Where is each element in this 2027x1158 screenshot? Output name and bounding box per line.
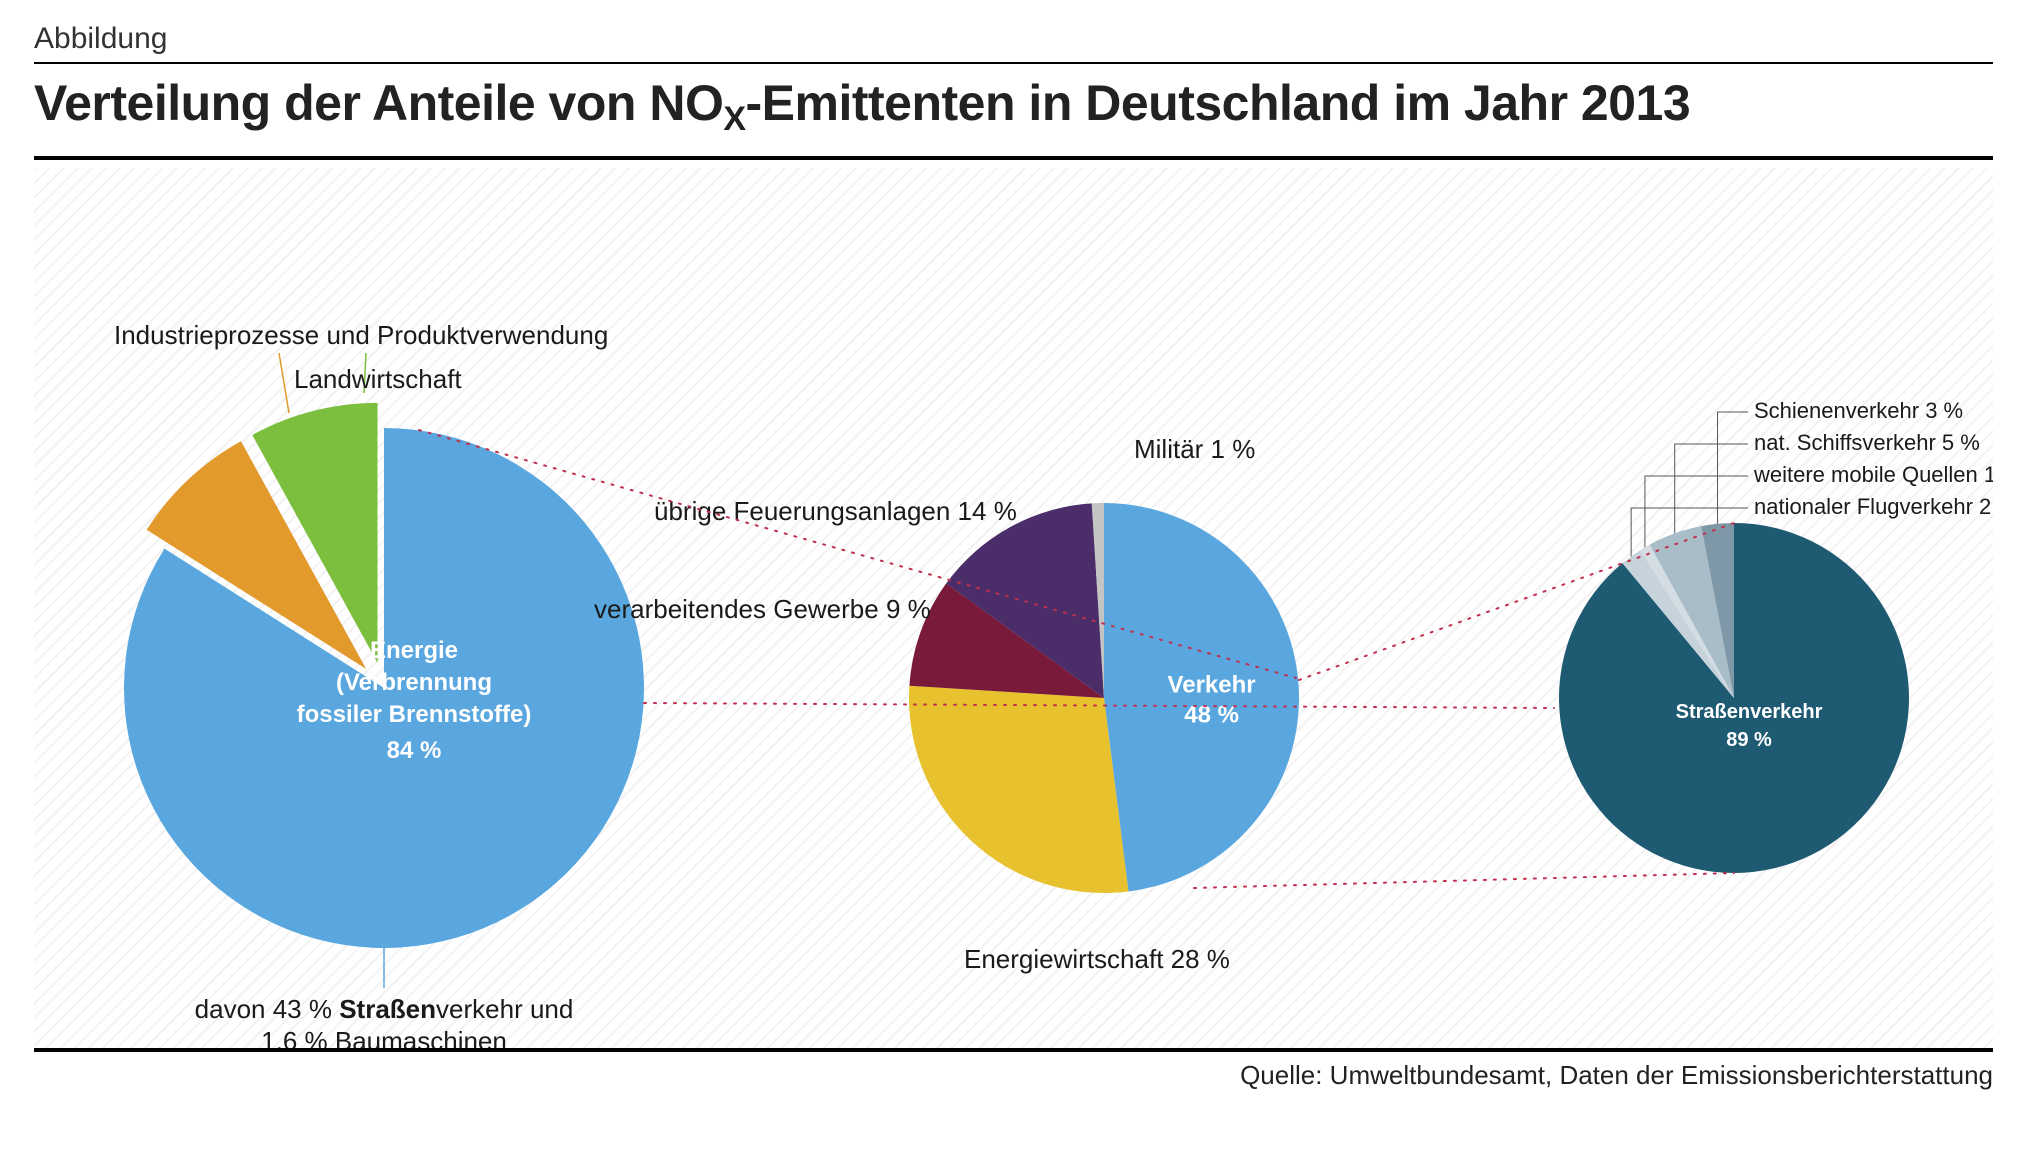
svg-text:(Verbrennung: (Verbrennung xyxy=(336,669,492,696)
pie2-slice-energiewirt xyxy=(909,686,1128,893)
pie3-leader-schiene xyxy=(1718,412,1748,524)
svg-text:Straßenverkehr: Straßenverkehr xyxy=(1676,701,1823,723)
svg-text:89 %: 89 % xyxy=(1726,729,1772,751)
rule-thin xyxy=(34,62,1993,64)
svg-text:Industrieprozesse und Produktv: Industrieprozesse und Produktverwendung xyxy=(114,320,608,350)
connector-2-bottom xyxy=(1194,873,1734,888)
svg-text:1,6 % Baumaschinen: 1,6 % Baumaschinen xyxy=(261,1026,507,1048)
pie3-leader-schiff xyxy=(1675,444,1748,533)
svg-text:48 %: 48 % xyxy=(1184,701,1239,728)
figure-title: Verteilung der Anteile von NOX-Emittente… xyxy=(34,74,1690,132)
svg-text:Landwirtschaft: Landwirtschaft xyxy=(294,364,462,394)
chart-area: Energie (Verbrennung fossiler Brennstoffe)… xyxy=(34,168,1993,1048)
figure-caption: Abbildung xyxy=(34,22,1993,56)
svg-text:nat. Schiffsverkehr 5 %: nat. Schiffsverkehr 5 % xyxy=(1754,430,1980,455)
svg-text:Schienenverkehr 3 %: Schienenverkehr 3 % xyxy=(1754,398,1963,423)
source-text: Quelle: Umweltbundesamt, Daten der Emiss… xyxy=(34,1060,1993,1091)
pie1-leader-industrie xyxy=(279,353,289,413)
svg-text:Energie: Energie xyxy=(370,637,458,664)
svg-text:weitere mobile Quellen 1 %: weitere mobile Quellen 1 % xyxy=(1753,462,1993,487)
chart-svg: Energie (Verbrennung fossiler Brennstoffe)… xyxy=(34,168,1993,1048)
svg-text:Militär 1 %: Militär 1 % xyxy=(1134,434,1255,464)
svg-text:84 %: 84 % xyxy=(387,737,442,764)
svg-text:Verkehr: Verkehr xyxy=(1168,671,1256,698)
svg-text:nationaler Flugverkehr 2 %: nationaler Flugverkehr 2 % xyxy=(1754,494,1993,519)
pie1-subnote-line1: davon 43 % Straßenverkehr und xyxy=(195,994,574,1024)
rule-thick-bottom xyxy=(34,1048,1993,1052)
svg-text:fossiler Brennstoffe): fossiler Brennstoffe) xyxy=(297,701,532,728)
rule-thick-top xyxy=(34,156,1993,160)
svg-text:verarbeitendes Gewerbe 9 %: verarbeitendes Gewerbe 9 % xyxy=(594,594,931,624)
svg-text:Energiewirtschaft 28 %: Energiewirtschaft 28 % xyxy=(964,944,1230,974)
